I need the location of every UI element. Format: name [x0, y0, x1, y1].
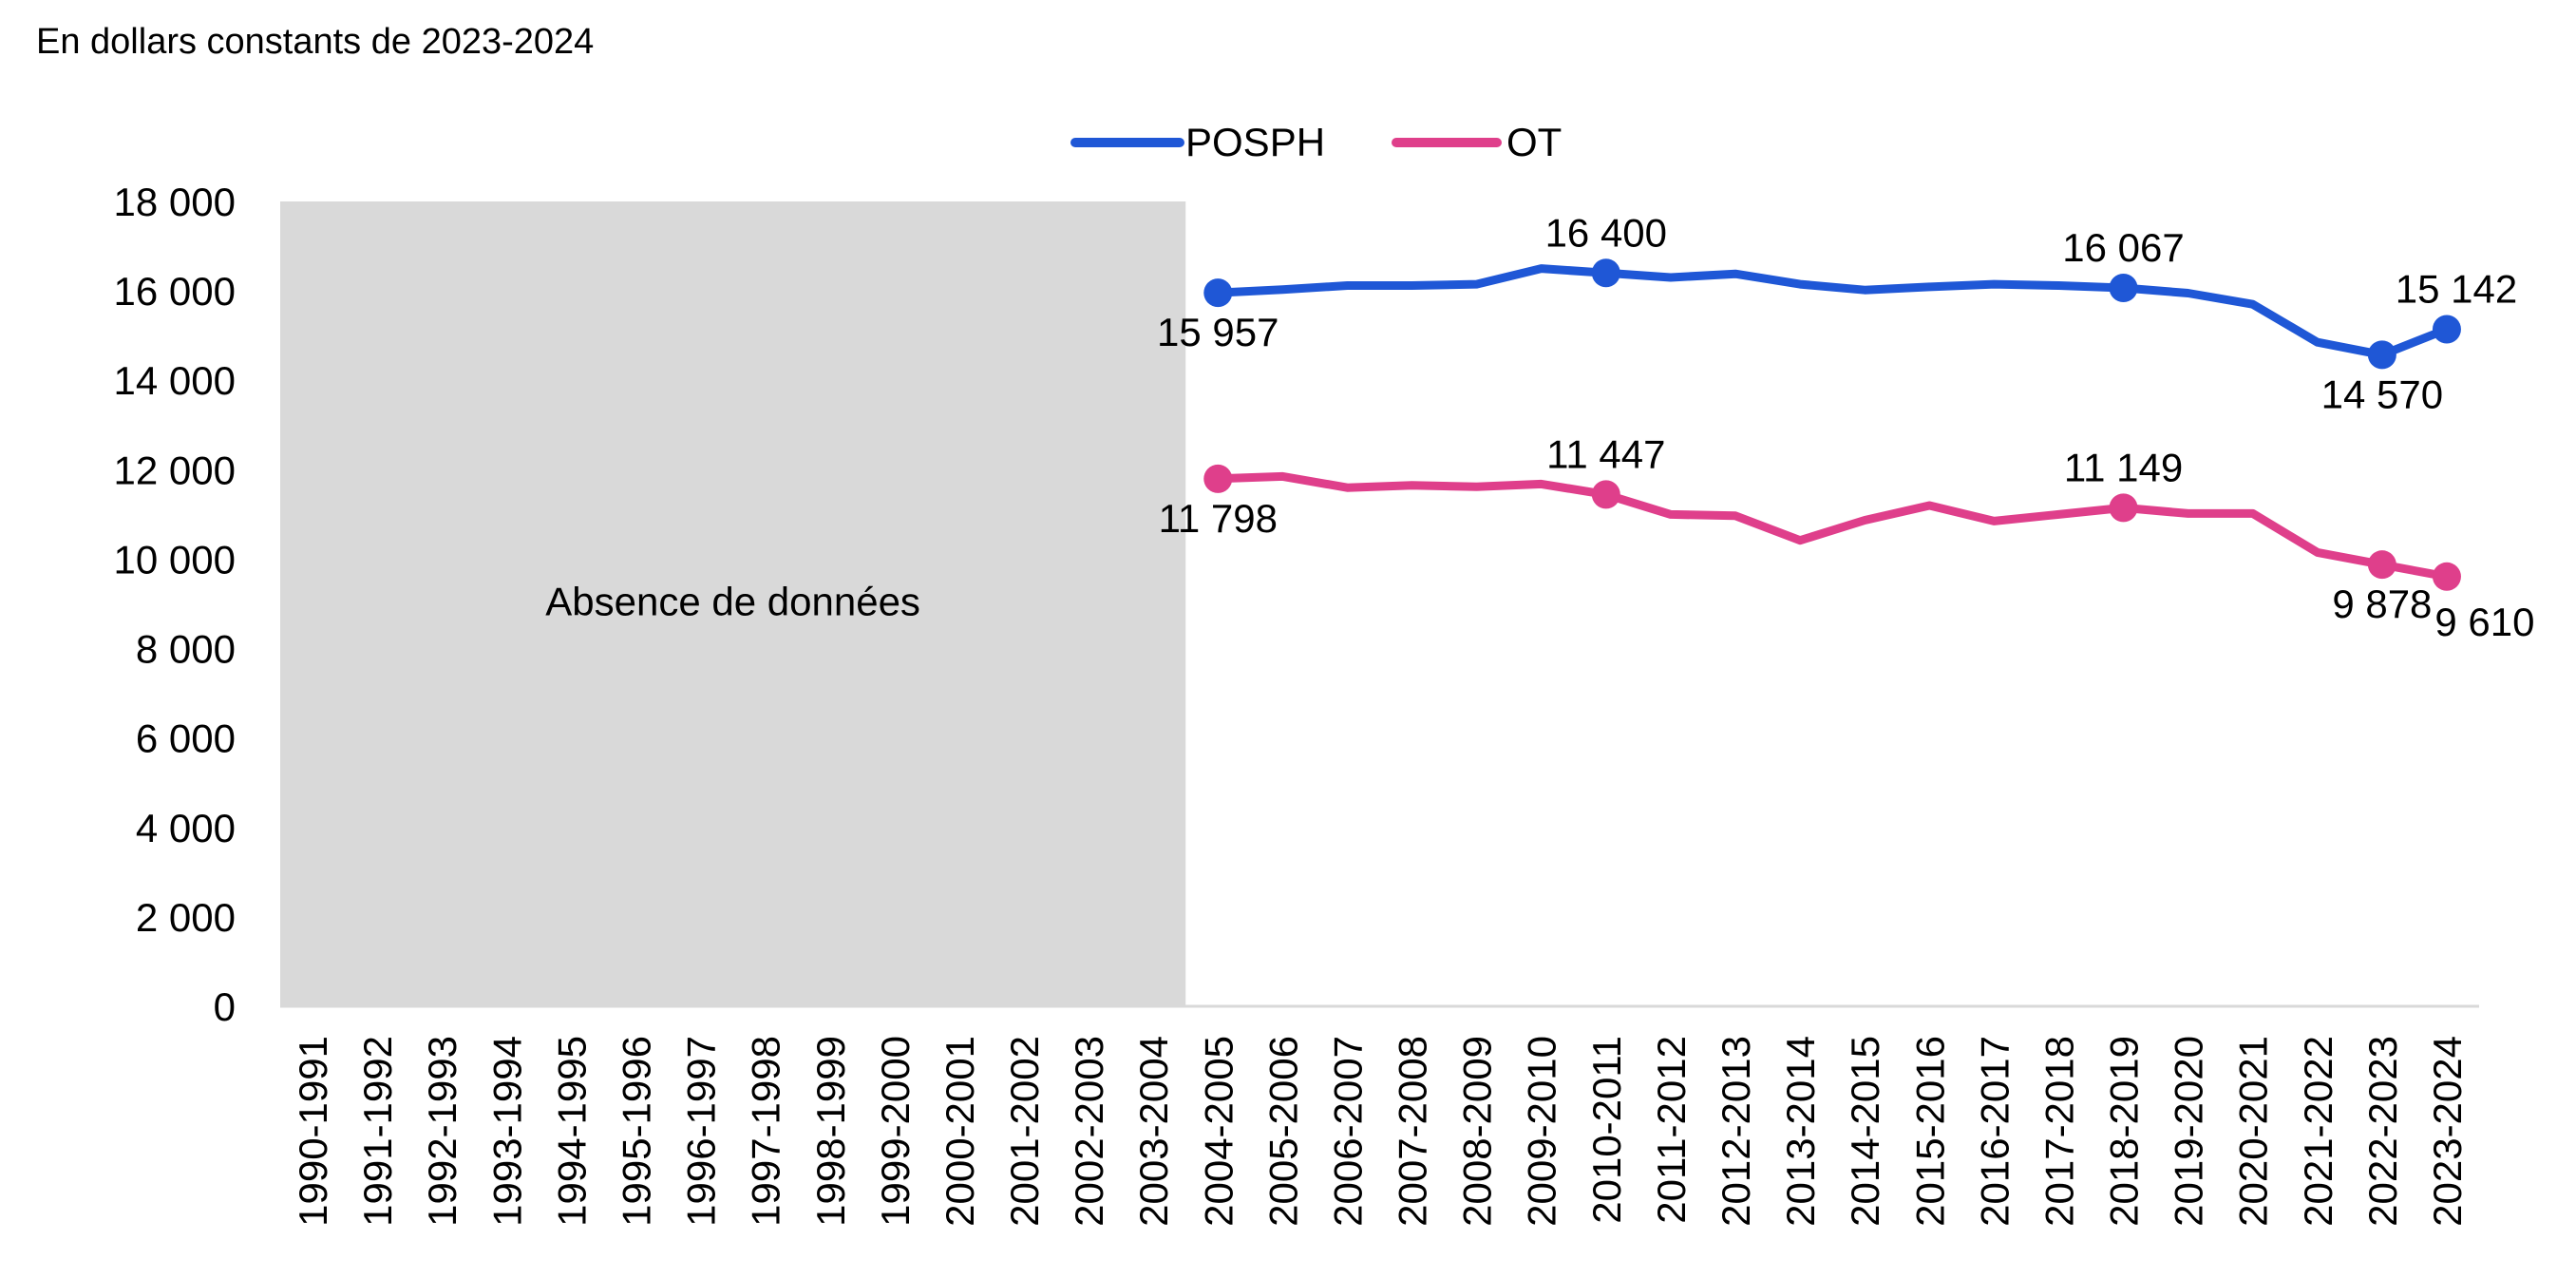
- data-point-ot: [2109, 493, 2138, 523]
- data-label-posph: 15 957: [1157, 310, 1279, 354]
- x-tick-label: 2004-2005: [1196, 1036, 1241, 1227]
- x-tick-label: 2021-2022: [2296, 1036, 2340, 1227]
- x-tick-label: 1993-1994: [484, 1036, 529, 1227]
- x-tick-label: 1999-2000: [873, 1036, 918, 1227]
- data-label-ot: 9 878: [2332, 582, 2432, 626]
- x-tick-label: 2013-2014: [1778, 1036, 1823, 1227]
- series-line-posph: [1213, 264, 2452, 359]
- legend-item-posph: POSPH: [1070, 120, 1325, 164]
- x-tick-label: 2003-2004: [1131, 1036, 1176, 1227]
- x-tick-label: 2008-2009: [1455, 1036, 1500, 1227]
- no-data-label: Absence de données: [545, 580, 920, 624]
- data-label-ot: 9 610: [2434, 600, 2534, 644]
- x-tick-label: 1995-1996: [614, 1036, 658, 1227]
- y-tick-label: 18 000: [114, 180, 236, 224]
- legend: POSPH OT: [1070, 120, 1562, 164]
- legend-label-posph: POSPH: [1185, 120, 1325, 164]
- series-line-ot: [1213, 471, 2452, 582]
- y-tick-label: 16 000: [114, 269, 236, 314]
- x-tick-label: 2016-2017: [1972, 1036, 2017, 1227]
- y-tick-label: 2 000: [136, 895, 236, 940]
- x-tick-label: 2007-2008: [1391, 1036, 1435, 1227]
- x-tick-label: 1996-1997: [679, 1036, 724, 1227]
- data-point-posph: [2367, 340, 2396, 370]
- data-point-posph: [2432, 315, 2461, 344]
- data-label-posph: 16 067: [2062, 225, 2184, 270]
- y-tick-label: 0: [214, 984, 236, 1029]
- data-point-ot: [1591, 480, 1620, 509]
- x-tick-label: 2011-2012: [1649, 1036, 1694, 1224]
- data-label-ot: 11 798: [1159, 496, 1278, 541]
- x-tick-label: 2014-2015: [1843, 1036, 1887, 1227]
- data-point-ot: [2367, 550, 2396, 580]
- x-tick-label: 2012-2013: [1714, 1036, 1758, 1227]
- data-label-posph: 14 570: [2321, 372, 2443, 416]
- legend-label-ot: OT: [1506, 120, 1562, 164]
- y-tick-label: 4 000: [136, 806, 236, 850]
- x-tick-label: 2010-2011: [1584, 1036, 1629, 1224]
- x-tick-label: 2022-2023: [2360, 1036, 2405, 1227]
- data-label-posph: 15 142: [2396, 266, 2517, 311]
- data-point-posph: [2109, 273, 2138, 302]
- x-tick-label: 1992-1993: [420, 1036, 464, 1227]
- y-tick-label: 10 000: [114, 537, 236, 582]
- y-tick-label: 12 000: [114, 448, 236, 492]
- x-tick-label: 1991-1992: [355, 1036, 400, 1227]
- x-tick-label: 2002-2003: [1067, 1036, 1111, 1227]
- x-tick-label: 2019-2020: [2167, 1036, 2211, 1227]
- x-tick-label: 2005-2006: [1260, 1036, 1305, 1227]
- y-tick-label: 6 000: [136, 716, 236, 761]
- x-tick-label: 2023-2024: [2425, 1036, 2470, 1227]
- x-tick-label: 2020-2021: [2231, 1036, 2276, 1227]
- legend-item-ot: OT: [1392, 120, 1562, 164]
- data-point-ot: [1203, 464, 1233, 493]
- y-tick-label: 8 000: [136, 627, 236, 672]
- x-tick-label: 2018-2019: [2102, 1036, 2147, 1227]
- y-tick-label: 14 000: [114, 358, 236, 403]
- x-tick-label: 1990-1991: [291, 1036, 335, 1227]
- x-tick-label: 2009-2010: [1520, 1036, 1564, 1227]
- x-tick-label: 2017-2018: [2036, 1036, 2081, 1227]
- x-tick-label: 1997-1998: [744, 1036, 788, 1227]
- data-label-ot: 11 447: [1546, 431, 1665, 476]
- data-label-ot: 11 149: [2064, 445, 2183, 489]
- no-data-region: [280, 201, 1186, 1006]
- x-tick-label: 1994-1995: [549, 1036, 594, 1227]
- data-point-posph: [1591, 258, 1620, 288]
- x-tick-label: 2015-2016: [1907, 1036, 1952, 1227]
- x-tick-label: 2006-2007: [1325, 1036, 1370, 1227]
- data-point-posph: [1203, 278, 1233, 308]
- data-point-ot: [2432, 562, 2461, 591]
- plot-area: Absence de données 0 2 000 4 000 6 000 8 000 1…: [114, 180, 2535, 1227]
- x-tick-label: 2000-2001: [938, 1036, 982, 1227]
- x-tick-label: 1998-1999: [808, 1036, 853, 1227]
- chart-subtitle: En dollars constants de 2023-2024: [36, 22, 594, 62]
- data-label-posph: 16 400: [1545, 210, 1667, 255]
- x-tick-label: 2001-2002: [1002, 1036, 1047, 1227]
